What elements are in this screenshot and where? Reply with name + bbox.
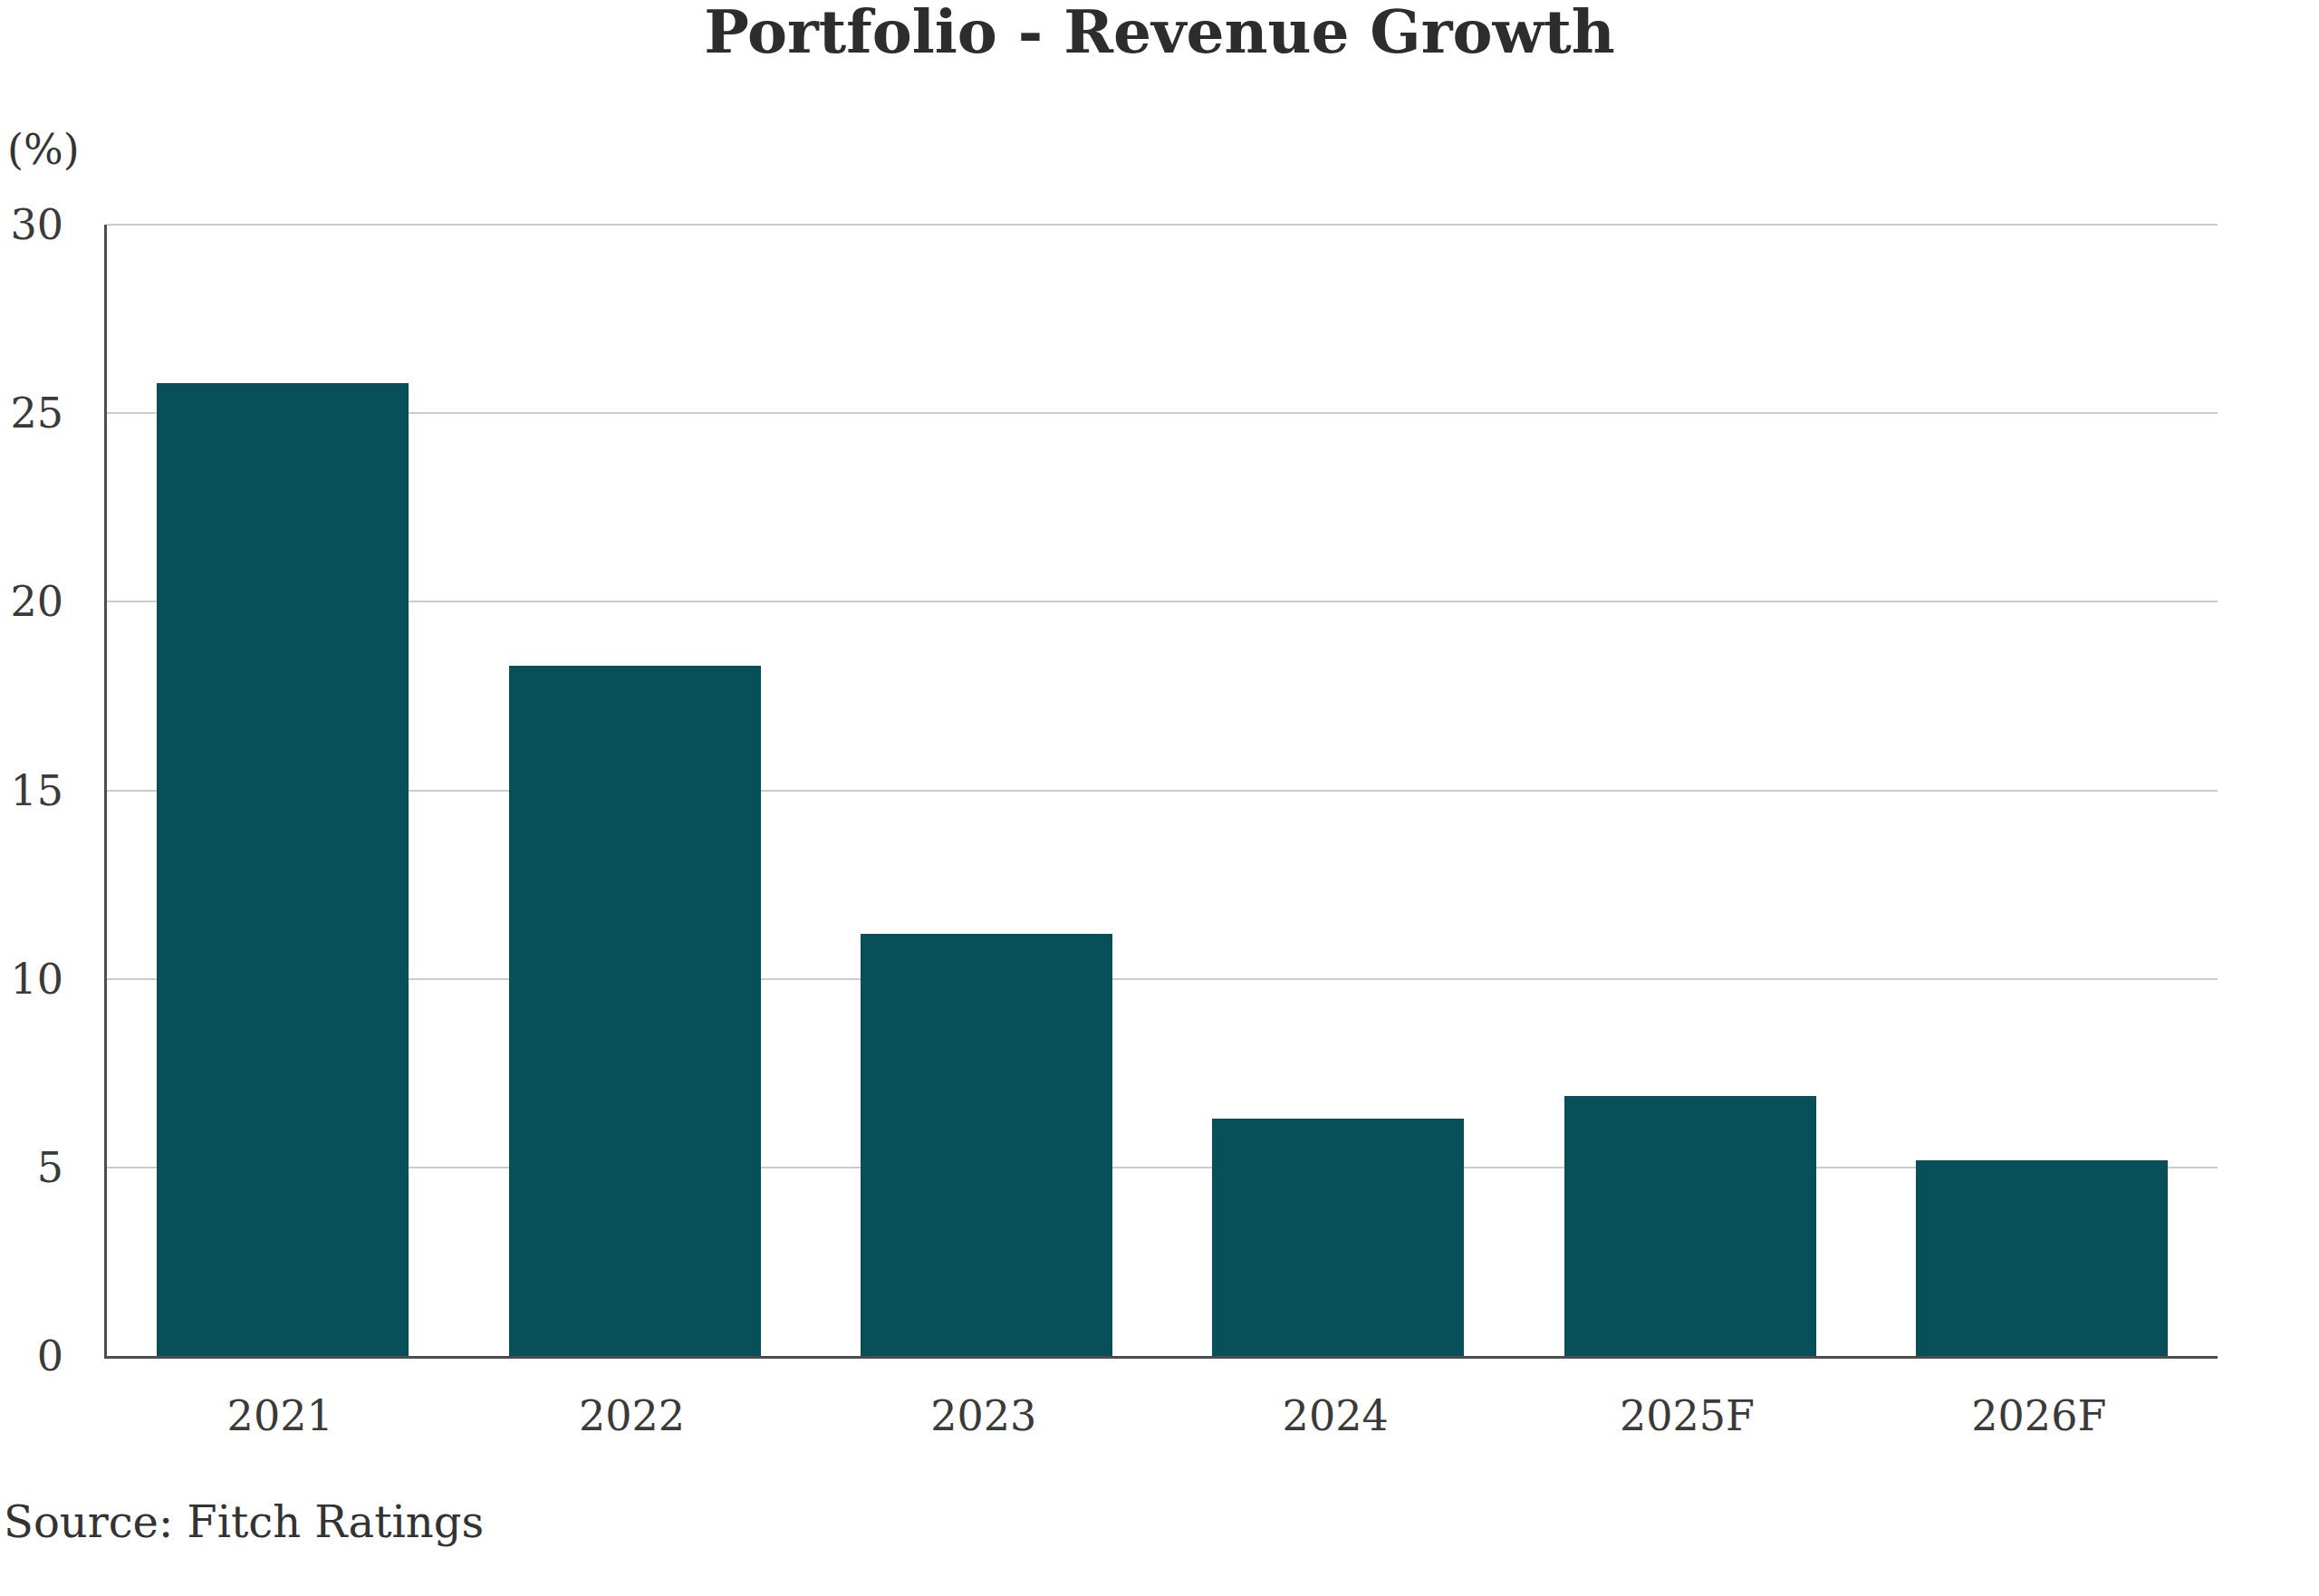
y-tick-label-30: 30 (0, 204, 63, 245)
chart-title: Portfolio - Revenue Growth (0, 2, 2319, 62)
y-tick-label-0: 0 (0, 1335, 63, 1377)
gridline-5 (107, 1167, 2218, 1168)
x-tick-label-2024: 2024 (1283, 1395, 1389, 1437)
bar-2021 (157, 383, 409, 1356)
x-tick-label-2021: 2021 (227, 1395, 333, 1437)
y-tick-label-15: 15 (0, 770, 63, 812)
y-tick-label-5: 5 (0, 1147, 63, 1188)
gridline-15 (107, 790, 2218, 792)
x-tick-label-2022: 2022 (579, 1395, 685, 1437)
x-tick-label-2026F: 2026F (1971, 1395, 2106, 1437)
gridline-25 (107, 412, 2218, 414)
y-tick-label-10: 10 (0, 958, 63, 1000)
bar-2023 (861, 934, 1112, 1356)
bar-2026F (1916, 1160, 2168, 1356)
bar-2022 (509, 666, 761, 1356)
chart-canvas: Portfolio - Revenue Growth (%) 051015202… (0, 0, 2319, 1596)
source-note: Source: Fitch Ratings (4, 1500, 484, 1543)
bar-2025F (1564, 1096, 1816, 1356)
y-tick-label-25: 25 (0, 392, 63, 434)
gridline-20 (107, 601, 2218, 602)
gridline-10 (107, 978, 2218, 980)
plot-area (104, 225, 2218, 1359)
bar-2024 (1212, 1119, 1464, 1356)
x-tick-label-2025F: 2025F (1620, 1395, 1755, 1437)
y-tick-label-20: 20 (0, 581, 63, 622)
gridline-30 (107, 224, 2218, 226)
y-axis-unit-label: (%) (7, 125, 80, 174)
x-tick-label-2023: 2023 (930, 1395, 1036, 1437)
